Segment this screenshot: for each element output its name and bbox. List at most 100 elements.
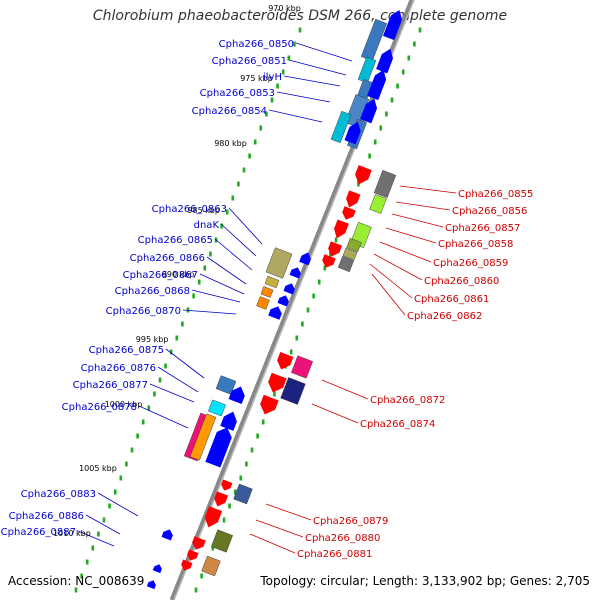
tick-dot (91, 545, 95, 551)
tick-dot (194, 587, 198, 593)
forward-gene-label: Cpha266_0850 (219, 39, 294, 50)
tick-dot (385, 111, 388, 117)
tick-dot (175, 335, 179, 341)
cog-box (201, 555, 221, 577)
reverse-gene-label: Cpha266_0880 (305, 533, 380, 544)
cog-box (357, 56, 377, 84)
tick-dot (119, 475, 123, 481)
forward-leader-line (276, 91, 331, 103)
tick-dot (102, 517, 106, 523)
forward-gene-label: Cpha266_0863 (152, 204, 227, 215)
tick-dot (197, 279, 201, 285)
reverse-gene-label: Cpha266_0856 (452, 206, 527, 217)
reverse-leader-line (379, 241, 432, 263)
tick-dot (273, 391, 276, 397)
forward-leader-line (214, 238, 253, 271)
tick-label: 970 kbp (268, 4, 301, 13)
reverse-gene-label: Cpha266_0862 (407, 311, 482, 322)
forward-gene-arrow (152, 564, 162, 574)
forward-leader-line (220, 223, 257, 257)
reverse-gene-label: Cpha266_0855 (458, 189, 533, 200)
forward-leader-line (191, 289, 241, 303)
reverse-leader-line (265, 503, 312, 521)
forward-gene-arrow (367, 69, 387, 101)
label-leader-lines (77, 42, 457, 554)
reverse-gene-arrow (277, 352, 294, 370)
forward-gene-arrow (283, 283, 295, 295)
reverse-gene-arrow (334, 219, 349, 239)
reverse-gene-arrow (346, 190, 361, 208)
tick-dot (281, 69, 285, 75)
tick-dot (276, 83, 279, 89)
cog-box (265, 247, 293, 279)
tick-label: 1000 kbp (105, 400, 143, 409)
tick-dot (298, 27, 302, 33)
forward-gene-label: ilvH (263, 72, 282, 83)
cog-box (373, 170, 397, 198)
cog-box (211, 529, 233, 553)
forward-gene-arrow (289, 267, 301, 279)
forward-gene-label: dnaK (194, 220, 220, 231)
tick-dot (164, 363, 167, 369)
tick-dot (261, 419, 265, 425)
reverse-leader-line (369, 263, 413, 299)
tick-dot (253, 139, 257, 145)
forward-gene-label: Cpha266_0865 (138, 235, 213, 246)
forward-leader-line (97, 492, 139, 517)
tick-dot (74, 587, 78, 593)
reverse-gene-arrow (355, 165, 372, 185)
tick-dot (136, 433, 139, 439)
forward-leader-line (228, 207, 263, 245)
tick-dot (323, 265, 327, 271)
reverse-gene-label: Cpha266_0874 (360, 419, 435, 430)
reverse-gene-label: Cpha266_0857 (445, 223, 520, 234)
tick-dot (329, 251, 332, 257)
tick-label: 1010 kbp (53, 529, 91, 538)
genes-value: 2,705 (555, 574, 590, 588)
cog-box (346, 237, 362, 253)
tick-dot (301, 321, 304, 327)
accession-value: NC_008639 (75, 574, 145, 588)
cog-box (291, 355, 313, 379)
accession-label: Accession: (8, 574, 72, 588)
cog-box (260, 286, 274, 298)
forward-gene-label: Cpha266_0878 (62, 402, 137, 413)
cog-box (330, 110, 352, 144)
forward-gene-label: Cpha266_0867 (123, 270, 198, 281)
tick-dot (113, 489, 117, 495)
reverse-gene-arrow (181, 559, 193, 571)
forward-gene-arrow (146, 580, 156, 590)
tick-dot (312, 293, 315, 299)
tick-dot (169, 349, 173, 355)
forward-gene-label: Cpha266_0870 (106, 306, 181, 317)
length-value: 3,133,902 bp (421, 574, 502, 588)
cog-box (189, 413, 217, 461)
reverse-gene-label: Cpha266_0860 (424, 276, 499, 287)
tick-label: 990 kbp (162, 270, 195, 279)
cog-box (369, 194, 387, 214)
tick-dot (158, 377, 162, 383)
reverse-gene-arrow (204, 506, 223, 528)
tick-dot (222, 517, 226, 523)
reverse-gene-arrow (221, 479, 233, 491)
cog-box (337, 255, 355, 273)
tick-dot (379, 125, 383, 131)
backbone-line (169, 0, 415, 600)
cog-box (256, 296, 270, 310)
reverse-gene-arrow (260, 394, 279, 415)
forward-leader-line (165, 348, 205, 379)
tick-dot (85, 559, 89, 565)
tick-dot (192, 293, 195, 299)
tick-dot (239, 475, 243, 481)
reverse-leader-line (373, 253, 423, 281)
tick-dot (418, 27, 422, 33)
topology-label: Topology: (260, 574, 317, 588)
tick-dot (317, 279, 321, 285)
tick-dot (289, 349, 293, 355)
reverse-gene-arrow (328, 241, 343, 257)
forward-leader-line (295, 42, 353, 62)
cog-box (280, 377, 306, 405)
tick-dot (181, 321, 184, 327)
